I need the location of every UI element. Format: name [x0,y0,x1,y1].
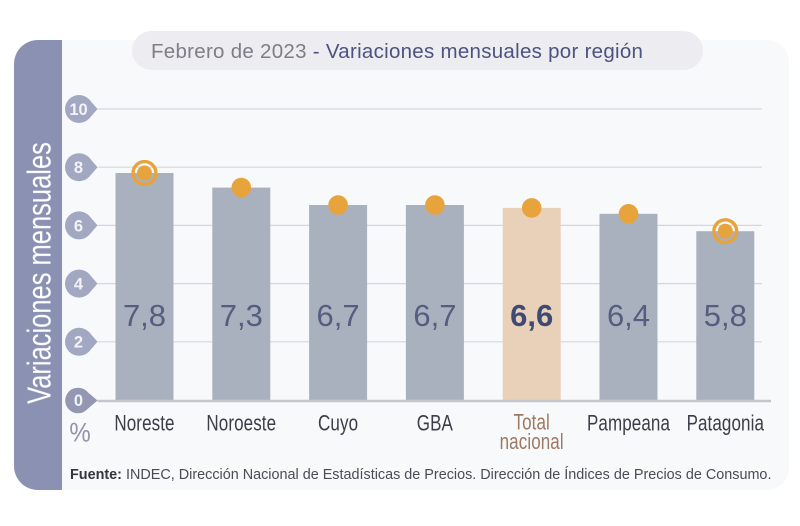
svg-text:6: 6 [74,217,83,235]
svg-text:0: 0 [74,392,83,410]
svg-text:7,8: 7,8 [123,298,166,333]
svg-text:7,3: 7,3 [220,298,263,333]
svg-text:8: 8 [74,159,83,177]
svg-text:6,4: 6,4 [607,298,650,333]
svg-text:6,7: 6,7 [317,298,360,333]
svg-text:6,6: 6,6 [510,298,553,333]
svg-text:2: 2 [74,334,83,352]
svg-text:5,8: 5,8 [704,298,747,333]
svg-text:6,7: 6,7 [413,298,456,333]
svg-text:10: 10 [69,101,87,119]
svg-text:4: 4 [74,276,84,294]
